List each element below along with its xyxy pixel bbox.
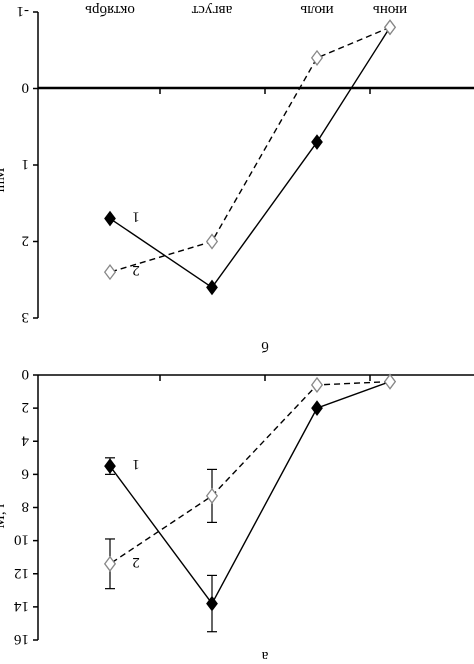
y-axis-label: M, г [0,502,8,529]
y-tick-label: 0 [22,366,30,382]
series-2-point [205,233,219,250]
y-tick-label: 3 [22,309,30,325]
series-1-point [104,210,116,227]
y-tick-label: 8 [22,499,30,515]
y-tick-label: -1 [17,3,30,19]
series-1-line [109,26,391,289]
y-tick-label: 10 [14,532,29,548]
x-category-label: июль [300,2,333,18]
series-2-point [383,373,397,390]
y-tick-label: 2 [22,399,30,415]
y-tick-label: 4 [21,432,29,448]
series-1-label: 1 [132,209,140,225]
series-1-point [104,458,116,474]
series-2-line [109,26,391,273]
y-tick-label: 12 [14,565,29,581]
y-tick-label: 14 [14,598,30,614]
series-1-point [206,595,218,612]
y-tick-label: 2 [22,233,30,249]
panel-lnM: -1 0 1 2 3 июнь июль август октябрь lnM б 1 2 [0,2,474,354]
panel-label: б [261,338,269,354]
series-2-point [103,264,117,281]
x-category-label: октябрь [85,2,135,18]
series-1-point [311,400,323,416]
series-1-point [311,134,323,150]
y-axis-label: lnM [0,167,8,192]
series-2-point [310,49,324,66]
y-tick-label: 0 [22,80,30,96]
series-2-point [205,487,219,504]
series-2-point [103,555,117,572]
series-2-label: 2 [132,262,140,278]
y-tick-label: 1 [22,156,30,172]
x-category-label: август [191,2,232,18]
panel-label: a [261,648,268,664]
series-2-point [310,376,324,394]
series-1-line [109,380,391,605]
x-category-label: июнь [373,2,407,18]
series-1-point [206,279,218,296]
series-2-label: 2 [132,554,140,570]
series-2-point [383,19,397,36]
series-1-label: 1 [132,456,140,472]
y-tick-label: 6 [21,465,29,481]
series-2-line [109,380,391,565]
y-tick-label: 16 [14,631,30,647]
